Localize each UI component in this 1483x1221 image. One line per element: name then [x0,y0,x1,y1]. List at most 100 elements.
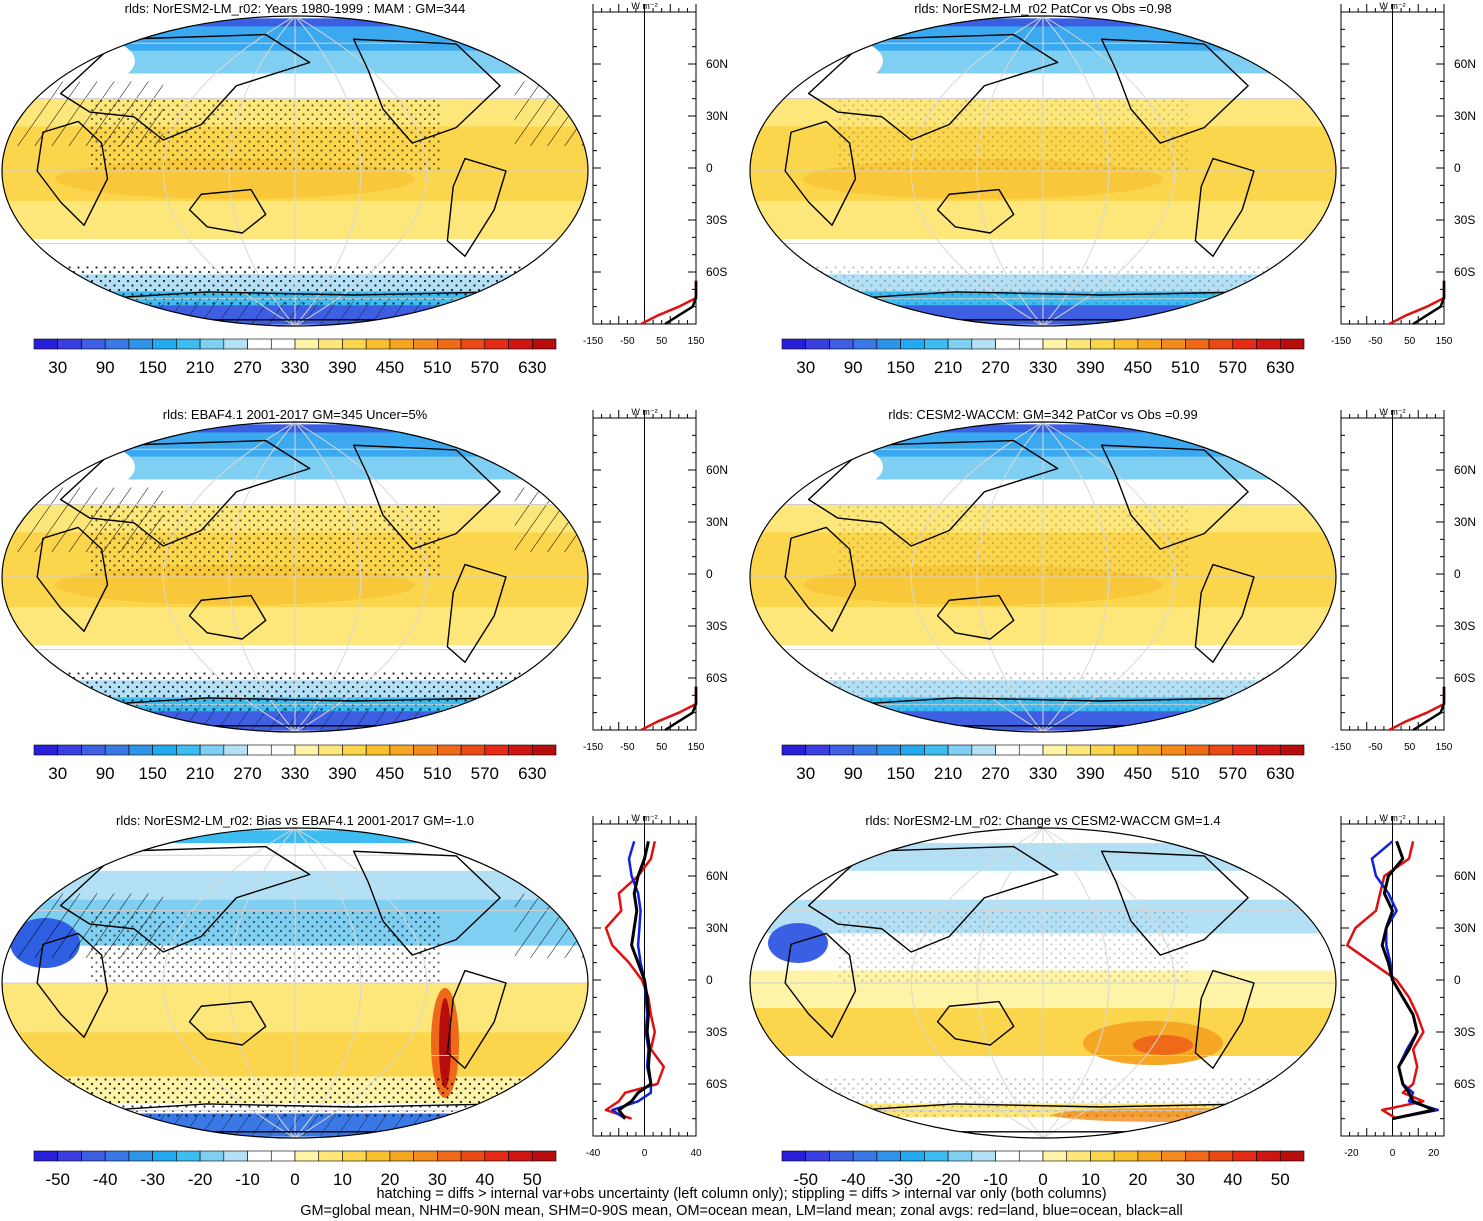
continent-outline [352,850,501,956]
meridian-line [228,16,296,326]
colorbar-swatch [81,744,106,756]
zonal-x-tick-label: -20 [1344,1148,1359,1159]
figure-footer: hatching = diffs > internal var+obs unce… [0,1186,1483,1220]
colorbar-label: 270 [233,358,261,377]
zonal-lat-label: 0 [706,973,713,987]
colorbar-label: -10 [983,1170,1008,1186]
stippling-region [837,910,1190,983]
colorbar-swatch [176,338,201,350]
colorbar-swatch [342,744,367,756]
continent-outline [807,33,1059,141]
colorbar-label: 0 [290,1170,299,1186]
colorbar-swatch [900,744,925,756]
colorbar-swatch [508,338,533,350]
colorbar-swatch [531,744,557,756]
meridian-line [1042,827,1176,1139]
colorbar-label: 150 [886,764,914,783]
colorbar-swatch [57,338,82,350]
colorbar-swatch [1042,744,1068,756]
colorbar-label: 330 [281,358,309,377]
continent-outline [807,439,1059,547]
sahara-blob [749,33,883,89]
meridian-line [162,828,296,1138]
sahara-blob [2,33,135,89]
colorbar: -50 -40 -30 -20 -10 0 10 20 30 40 50 [781,1150,1305,1186]
colorbar-swatch [1018,338,1044,350]
colorbar-swatch [365,744,391,756]
colorbar-label: 510 [423,764,451,783]
zonal-x-tick-label: -50 [1368,742,1383,753]
continent-outline [807,845,1059,953]
continent-outline [1100,38,1249,144]
colorbar-swatch [152,338,177,350]
meridian-line [1042,15,1110,327]
zonal-all-curve [664,280,698,326]
andes-bias-core [439,998,451,1088]
colorbar-swatch [389,1150,414,1162]
zonal-lat-label: 30S [706,619,727,633]
continent-outline [59,439,311,547]
meridian-line [294,422,362,732]
colorbar-label: 150 [886,358,914,377]
colorbar-swatch [1208,1150,1234,1162]
colorbar: 30 90 150 210 270 330 390 450 510 570 630 [781,744,1305,783]
colorbar-swatch [460,1150,486,1162]
zonal-all-curve [1380,840,1436,1121]
panel-title: rlds: NorESM2-LM_r02 PatCor vs Obs =0.98 [914,1,1172,16]
colorbar-swatch [1185,338,1210,350]
colorbar-label: -50 [45,1170,70,1186]
colorbar-swatch [1208,744,1234,756]
zonal-x-tick-label: -150 [583,336,603,347]
colorbar-swatch [995,338,1020,350]
colorbar-swatch [1161,1150,1186,1162]
colorbar-swatch [995,744,1020,756]
colorbar-swatch [1066,1150,1091,1162]
zonal-x-tick-label: 150 [1436,742,1453,753]
sahara-blob [749,439,883,495]
colorbar: -50 -40 -30 -20 -10 0 10 20 30 40 50 [33,1150,557,1186]
colorbar-label: 30 [796,358,815,377]
zonal-lat-label: 60S [706,1077,727,1091]
colorbar-swatch [805,744,830,756]
zonal-lat-label: 60S [1454,671,1475,685]
colorbar-swatch [781,744,807,756]
colorbar-label: 450 [376,764,404,783]
colorbar-label: 510 [423,358,451,377]
colorbar-swatch [413,338,438,350]
zonal-x-tick-label: 150 [1436,336,1453,347]
meridian-line [228,828,296,1138]
stippling-region [837,98,1190,171]
neg-change-blob [768,923,828,963]
colorbar-swatch [995,1150,1020,1162]
colorbar-swatch [223,1150,248,1162]
colorbar-swatch [342,1150,367,1162]
colorbar-swatch [924,338,949,350]
meridian-line [976,15,1044,327]
meridian-line [1042,15,1176,327]
zonal-lat-label: 30S [1454,619,1475,633]
colorbar-label: 210 [934,764,962,783]
zonal-lat-label: 60N [1454,869,1476,883]
zonal-x-tick-label: 150 [688,742,705,753]
zonal-lat-label: 30S [706,1025,727,1039]
continent-outline [59,845,311,953]
colorbar-swatch [199,1150,225,1162]
colorbar-label: 20 [380,1170,399,1186]
colorbar-label: 30 [48,358,67,377]
meridian-line [976,827,1044,1139]
zonal-x-tick-label: 50 [1404,336,1416,347]
continent-outline [1100,850,1249,956]
continent-outline [352,444,501,550]
colorbar-swatch [365,1150,391,1162]
colorbar-swatch [531,338,557,350]
colorbar-swatch [33,1150,59,1162]
colorbar-swatch [829,1150,854,1162]
zonal-lat-label: 30N [1454,109,1476,123]
zonal-x-tick-label: 40 [690,1148,702,1159]
colorbar-swatch [270,338,296,350]
colorbar-label: 630 [518,358,546,377]
colorbar-swatch [247,744,272,756]
colorbar-swatch [484,744,509,756]
continent-outline [188,188,267,234]
